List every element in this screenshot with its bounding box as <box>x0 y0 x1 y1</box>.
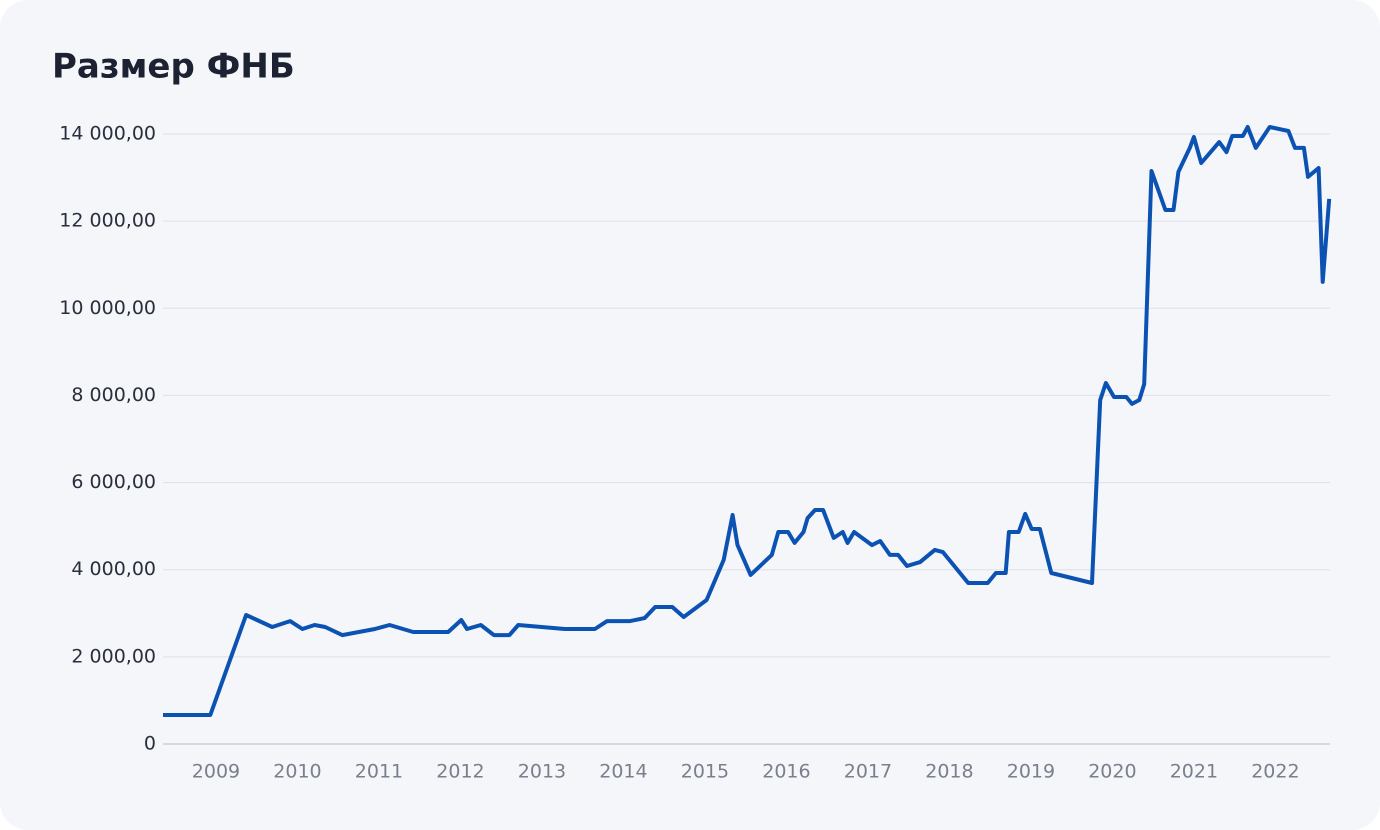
x-tick-label: 2020 <box>1088 761 1136 783</box>
x-tick-label: 2010 <box>273 761 321 783</box>
y-tick-label: 14 000,00 <box>59 123 156 145</box>
y-tick-label: 12 000,00 <box>59 210 156 232</box>
x-tick-label: 2022 <box>1251 761 1299 783</box>
x-tick-label: 2011 <box>355 761 403 783</box>
x-tick-label: 2009 <box>192 761 240 783</box>
x-tick-label: 2016 <box>762 761 810 783</box>
x-tick-label: 2014 <box>599 761 647 783</box>
y-tick-label: 8 000,00 <box>71 384 156 406</box>
y-tick-label: 4 000,00 <box>71 558 156 580</box>
chart-title: Размер ФНБ <box>52 47 295 87</box>
data-line <box>163 125 1332 717</box>
y-tick-label: 10 000,00 <box>59 297 156 319</box>
x-tick-label: 2019 <box>1007 761 1055 783</box>
y-tick-label: 0 <box>144 733 156 755</box>
x-tick-label: 2018 <box>925 761 973 783</box>
x-tick-label: 2013 <box>518 761 566 783</box>
x-tick-label: 2021 <box>1170 761 1218 783</box>
x-tick-label: 2017 <box>844 761 892 783</box>
x-tick-label: 2015 <box>681 761 729 783</box>
y-tick-label: 6 000,00 <box>71 471 156 493</box>
y-tick-label: 2 000,00 <box>71 645 156 667</box>
x-tick-label: 2012 <box>436 761 484 783</box>
